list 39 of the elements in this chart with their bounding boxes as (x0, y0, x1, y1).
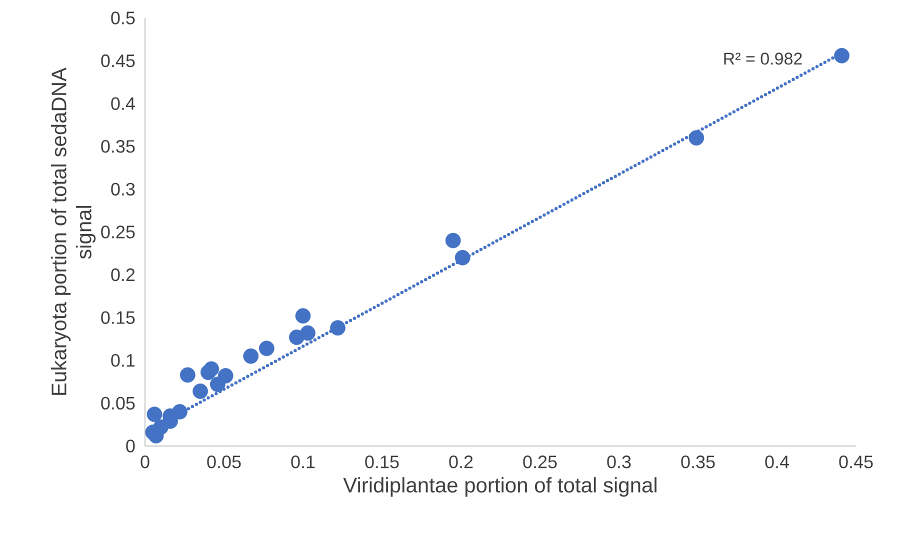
x-tick-label: 0 (140, 456, 150, 468)
x-tick-label: 0.05 (207, 456, 241, 468)
y-tick-label: 0.1 (111, 354, 135, 367)
y-axis-title: Eukaryota portion of total sedaDNA signal (51, 68, 96, 395)
x-tick-label: 0.2 (449, 456, 473, 468)
point (445, 232, 461, 248)
x-axis-title: Viridiplantae portion of total signal (343, 477, 656, 497)
x-tick-label: 0.45 (839, 456, 873, 468)
annotation: R² = 0.982 (724, 52, 802, 65)
y-tick-label: 0.4 (111, 97, 135, 110)
x-tick-label: 0.25 (523, 456, 557, 468)
point (243, 348, 259, 364)
y-tick-label: 0.15 (101, 311, 135, 324)
x-tick-label: 0.3 (607, 456, 631, 468)
y-tick-label: 0.2 (111, 268, 135, 282)
point (218, 368, 234, 384)
point (688, 130, 704, 146)
point (454, 250, 470, 266)
x-tick-label: 0.15 (365, 456, 399, 468)
x-tick-label: 0.4 (765, 456, 789, 468)
y-tick-label: 0.35 (101, 140, 135, 153)
y-tick-label: 0.3 (111, 182, 135, 196)
point (295, 308, 311, 324)
point (834, 48, 850, 64)
y-tick-label: 0.25 (101, 226, 135, 238)
point (204, 361, 220, 377)
y-tick-label: 0.5 (111, 12, 135, 24)
point (146, 406, 162, 422)
x-tick-label: 0.1 (291, 456, 315, 468)
y-tick-label: 0.45 (101, 54, 135, 68)
point (192, 384, 208, 399)
point (300, 325, 316, 341)
x-tick-label: 0.35 (681, 456, 715, 468)
point (172, 404, 188, 420)
point (180, 367, 196, 383)
y-tick-label: 0.05 (101, 396, 135, 410)
point (330, 320, 346, 336)
point (258, 340, 274, 356)
y-tick-label: 0 (126, 440, 135, 452)
